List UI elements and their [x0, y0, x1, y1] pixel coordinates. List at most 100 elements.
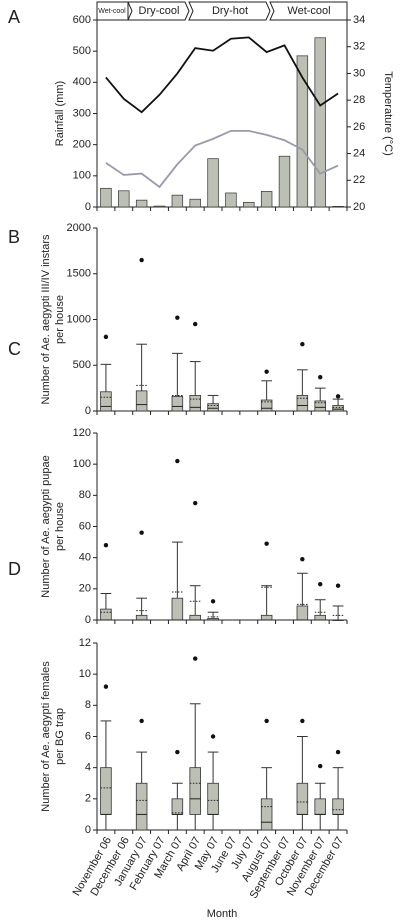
box	[296, 395, 309, 412]
y-tick-label: 600	[73, 14, 91, 26]
y-tick-label: 300	[73, 107, 91, 119]
outlier	[264, 369, 269, 374]
bar	[189, 198, 201, 208]
bar	[225, 192, 237, 208]
panel-label: D	[8, 559, 21, 579]
box	[332, 798, 344, 815]
outlier	[300, 557, 305, 562]
box	[332, 405, 344, 412]
x-axis-label: Month	[207, 908, 238, 920]
season-box	[269, 1, 348, 21]
outlier	[210, 734, 216, 739]
y-tick-label: 100	[73, 170, 91, 182]
y2-tick-label: 32	[353, 41, 365, 53]
y-tick-label: 500	[73, 45, 91, 57]
y-tick-label: 4	[85, 762, 91, 774]
outlier	[139, 718, 144, 724]
box	[296, 605, 309, 621]
y-tick-label: 120	[73, 427, 91, 439]
y-tick-label: 400	[73, 76, 91, 88]
bar	[135, 199, 148, 208]
outlier	[318, 763, 323, 769]
outlier	[300, 342, 305, 347]
box	[314, 798, 326, 815]
y-axis-label: Number of Ae. aegypti females	[40, 661, 52, 812]
bar	[314, 37, 326, 208]
y-tick-label: 60	[79, 520, 91, 532]
y-tick-label: 1000	[67, 313, 91, 325]
outlier	[193, 500, 198, 506]
bar	[278, 155, 291, 208]
y2-tick-label: 34	[353, 14, 365, 26]
box	[100, 767, 112, 815]
temperature-line	[105, 36, 339, 114]
y-axis-label: per house	[54, 295, 66, 344]
box	[207, 403, 219, 412]
bar	[118, 190, 130, 208]
season-label: Dry-hot	[212, 5, 248, 17]
outlier	[193, 656, 198, 661]
box	[189, 767, 201, 815]
y2-tick-label: 20	[353, 201, 365, 213]
outlier	[318, 581, 323, 587]
y-tick-label: 8	[85, 699, 91, 711]
outlier	[103, 543, 109, 548]
y2-tick-label: 24	[353, 147, 365, 159]
bar	[296, 55, 309, 208]
box	[135, 614, 148, 621]
y-tick-label: 0	[85, 824, 91, 836]
y2-tick-label: 30	[353, 67, 365, 79]
y2-tick-label: 22	[353, 174, 365, 186]
y-tick-label: 0	[85, 405, 91, 417]
outlier	[300, 718, 305, 724]
bar	[153, 205, 166, 208]
bar	[332, 206, 344, 208]
outlier	[103, 684, 109, 689]
panel-label: A	[8, 7, 20, 27]
y-tick-label: 40	[79, 552, 91, 564]
season-label: Wet-cool	[287, 5, 330, 17]
box	[296, 782, 309, 815]
y-axis-label: Number of Ae. aegypti pupae	[40, 455, 52, 597]
outlier	[175, 749, 180, 755]
outlier	[335, 749, 341, 755]
bar	[207, 158, 219, 208]
outlier	[139, 530, 144, 535]
box	[260, 614, 273, 621]
outlier	[335, 394, 341, 399]
y-tick-label: 20	[79, 583, 91, 595]
box	[314, 614, 326, 621]
y-tick-label: 2	[85, 793, 91, 805]
box	[135, 390, 148, 412]
box	[314, 400, 326, 412]
box	[171, 798, 184, 815]
season-box	[127, 1, 190, 21]
y-tick-label: 0	[85, 614, 91, 626]
y-tick-label: 80	[79, 489, 91, 501]
y-tick-label: 12	[79, 637, 91, 649]
outlier	[103, 334, 109, 340]
outlier	[335, 583, 341, 588]
box	[171, 395, 184, 412]
bar	[171, 194, 184, 208]
box	[260, 399, 273, 412]
season-label: Wet-cool	[98, 8, 126, 15]
y-tick-label: 100	[73, 458, 91, 470]
outlier	[175, 458, 180, 464]
y-axis-label: Rainfall (mm)	[54, 81, 66, 146]
season-box	[188, 1, 271, 21]
box	[135, 782, 148, 831]
temperature-line	[105, 129, 339, 189]
y2-tick-label: 28	[353, 94, 365, 106]
y2-tick-label: 26	[353, 121, 365, 133]
y-axis-label: Number of Ae. aegypti III/IV instars	[40, 234, 52, 404]
outlier	[193, 321, 198, 327]
outlier	[264, 541, 269, 546]
box	[171, 597, 184, 621]
y2-axis-label: Temperature (°C)	[382, 71, 394, 155]
outlier	[139, 257, 144, 263]
box	[207, 782, 219, 815]
y-tick-label: 10	[79, 668, 91, 680]
season-label: Dry-cool	[139, 5, 180, 17]
